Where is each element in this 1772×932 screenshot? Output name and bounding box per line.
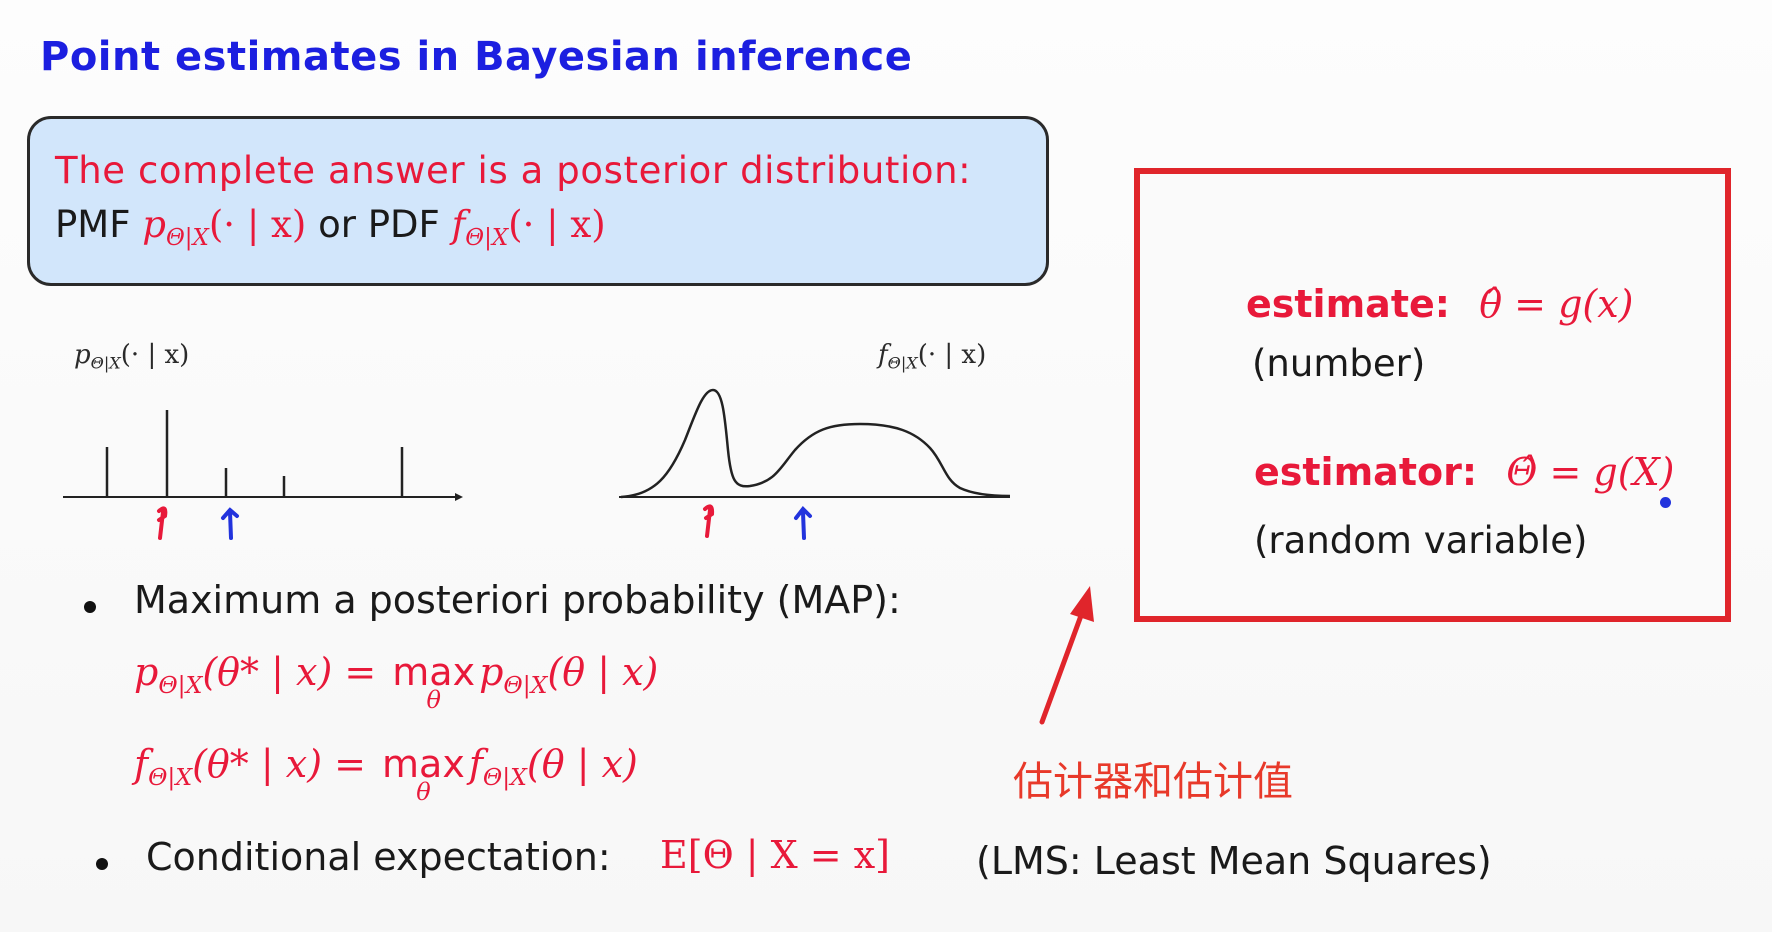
- pmf-plot-fn: p: [74, 340, 91, 370]
- max-under: θ: [416, 778, 431, 806]
- estimator-note: (random variable): [1254, 519, 1588, 562]
- callout-line-2: PMF pΘ|X(· | x) or PDF fΘ|X(· | x): [55, 203, 606, 251]
- pdf-args: (· | x): [508, 203, 606, 246]
- eq2-rhs-fn: f: [468, 742, 483, 786]
- eq1-rhs-args: (θ | x): [547, 650, 659, 694]
- eq1-rhs-sub: Θ|X: [503, 671, 548, 700]
- eq2-rhs-args: (θ | x): [526, 742, 638, 786]
- estimate-eq: θ̂ = g(x): [1479, 282, 1634, 326]
- pmf-plot: [63, 410, 463, 540]
- pmf-label: PMF: [55, 203, 131, 246]
- map-marker-pdf: [703, 504, 715, 538]
- pdf-plot-fn: f: [878, 340, 888, 370]
- max-operator: max θ: [392, 650, 476, 714]
- lms-note: (LMS: Least Mean Squares): [976, 839, 1492, 883]
- map-marker-pmf: [157, 506, 168, 540]
- or-pdf: or PDF: [318, 203, 440, 246]
- chinese-annotation: 估计器和估计值: [1013, 759, 1293, 805]
- posterior-callout: The complete answer is a posterior distr…: [27, 116, 1049, 286]
- estimator-label: estimator:: [1254, 450, 1478, 494]
- map-bullet-text: Maximum a posteriori probability (MAP):: [134, 578, 901, 622]
- max-under: θ: [426, 686, 441, 714]
- pmf-plot-label: pΘ|X(· | x): [74, 340, 189, 373]
- max-word: max: [382, 742, 465, 786]
- max-word: max: [392, 650, 476, 694]
- pdf-plot: [619, 388, 1011, 540]
- estimator-eq: Θ̂ = g(X): [1506, 450, 1675, 494]
- map-equation-pdf: fΘ|X(θ* | x) = max θ fΘ|X(θ | x): [134, 742, 638, 806]
- eq2-lhs-sub: Θ|X: [148, 763, 193, 792]
- eq2-lhs-fn: f: [134, 742, 149, 786]
- eq1-lhs-args: (θ* | x) =: [202, 650, 377, 694]
- pmf-sub: Θ|X: [165, 225, 209, 252]
- slide-title: Point estimates in Bayesian inference: [40, 34, 913, 80]
- pmf-math: pΘ|X(· | x): [142, 203, 307, 251]
- lms-marker-pdf: [794, 505, 812, 540]
- pdf-plot-label: fΘ|X(· | x): [878, 340, 986, 373]
- estimate-estimator-box: estimate: θ̂ = g(x) (number) estimator: …: [1134, 168, 1731, 622]
- pmf-fn: p: [142, 203, 166, 246]
- pdf-plot-args: (· | x): [917, 340, 987, 370]
- bullet-dot: [96, 858, 108, 870]
- pdf-fn: f: [451, 203, 466, 246]
- map-equation-pmf: pΘ|X(θ* | x) = max θ pΘ|X(θ | x): [134, 650, 659, 714]
- estimator-line: estimator: Θ̂ = g(X): [1254, 450, 1674, 494]
- pmf-args: (· | x): [208, 203, 307, 246]
- annotation-arrow: [1039, 586, 1094, 725]
- pdf-curve: [620, 388, 1011, 499]
- pdf-math: fΘ|X(· | x): [451, 203, 606, 251]
- eq1-lhs-sub: Θ|X: [158, 671, 203, 700]
- pmf-plot-args: (· | x): [120, 340, 190, 370]
- pdf-sub: Θ|X: [465, 225, 509, 252]
- eq2-lhs-args: (θ* | x) =: [192, 742, 366, 786]
- pmf-axis-arrow: [455, 493, 463, 501]
- eq2-rhs-sub: Θ|X: [482, 763, 527, 792]
- pdf-plot-sub: Θ|X: [887, 353, 918, 373]
- cond-bullet-text: Conditional expectation:: [146, 835, 611, 879]
- callout-line-1: The complete answer is a posterior distr…: [55, 149, 972, 192]
- max-operator: max θ: [382, 742, 465, 806]
- estimate-line: estimate: θ̂ = g(x): [1246, 282, 1633, 326]
- eq1-rhs-fn: p: [479, 650, 504, 694]
- pmf-plot-sub: Θ|X: [90, 353, 121, 373]
- cond-expectation-eq: E[Θ | X = x]: [660, 833, 890, 877]
- eq1-lhs-fn: p: [134, 650, 159, 694]
- estimate-label: estimate:: [1246, 282, 1450, 326]
- lms-marker-pmf: [221, 507, 239, 540]
- bullet-dot: [84, 601, 96, 613]
- estimate-note: (number): [1252, 342, 1426, 385]
- blue-dot-marker: [1660, 497, 1671, 508]
